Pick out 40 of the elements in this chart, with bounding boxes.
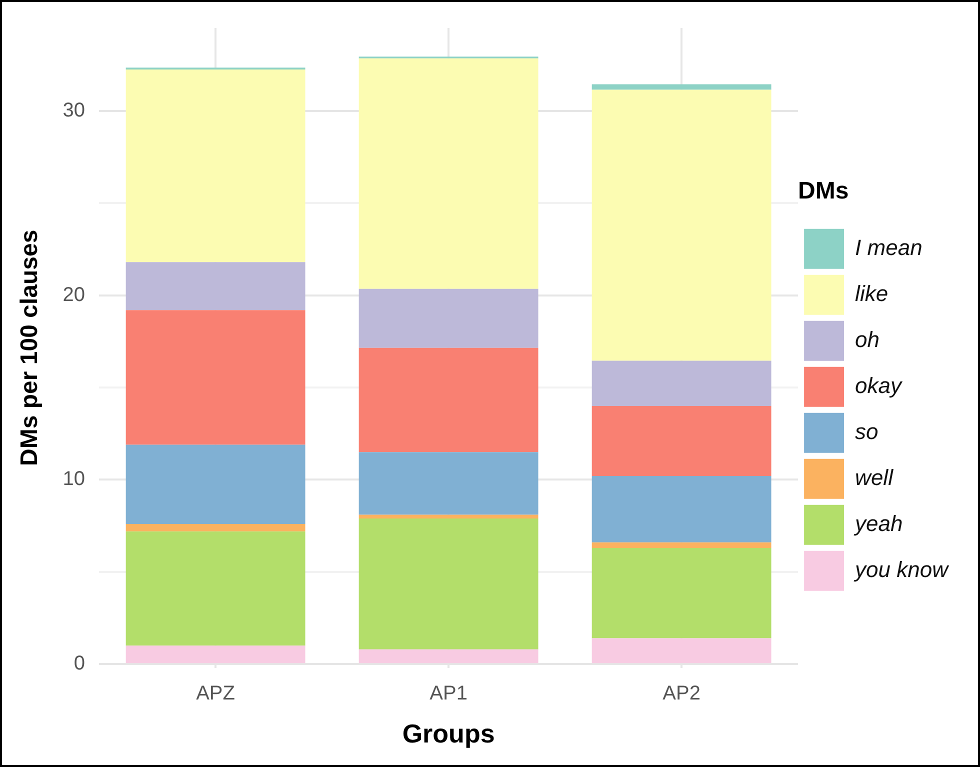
bar [358, 452, 538, 515]
bar [592, 638, 772, 664]
legend-label: okay [855, 373, 904, 398]
bar [126, 646, 306, 664]
x-axis-title: Groups [402, 718, 495, 749]
bar [358, 288, 538, 348]
bar [592, 360, 772, 406]
legend-label: oh [855, 327, 880, 352]
bar [126, 262, 306, 310]
bar [592, 476, 772, 542]
legend-label: so [855, 419, 878, 444]
x-tick-label: AP1 [430, 682, 468, 704]
bar [126, 531, 306, 646]
bar [126, 310, 306, 445]
y-tick-label: 0 [74, 652, 86, 675]
bar [358, 518, 538, 650]
bar [126, 444, 306, 524]
bar [358, 649, 538, 664]
bar [358, 58, 538, 289]
y-tick-label: 30 [62, 99, 86, 122]
bar [592, 84, 772, 90]
legend-label: like [855, 281, 888, 306]
bar [358, 514, 538, 518]
legend-label: well [855, 465, 894, 490]
y-tick-label: 10 [62, 468, 86, 490]
y-axis-title: DMs per 100 clauses [16, 230, 44, 466]
legend-label: you know [853, 557, 950, 582]
bar [592, 406, 772, 476]
legend-label: yeah [853, 511, 903, 536]
legend-label: I mean [855, 235, 922, 260]
bar [592, 548, 772, 638]
legend-title: DMs [798, 178, 849, 205]
bar [592, 90, 772, 361]
bar [358, 348, 538, 452]
bar [592, 542, 772, 548]
bar [126, 524, 306, 532]
bar [126, 69, 306, 262]
x-tick-label: APZ [196, 682, 235, 704]
x-tick-label: AP2 [662, 682, 700, 704]
y-tick-label: 20 [62, 284, 86, 306]
